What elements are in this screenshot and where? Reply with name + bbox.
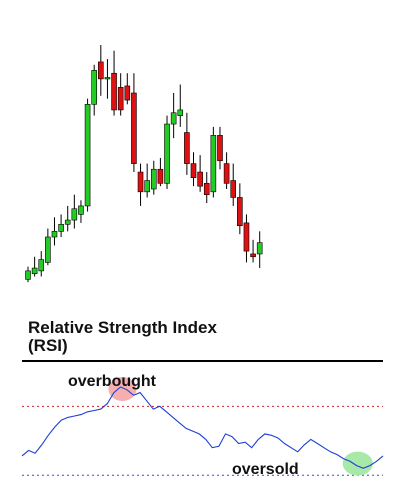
candle bbox=[217, 126, 223, 170]
candle-body-bearish bbox=[250, 253, 256, 258]
candle-body-bullish bbox=[177, 109, 184, 116]
candle bbox=[237, 183, 243, 235]
candle-body-bearish bbox=[111, 72, 117, 111]
candle bbox=[223, 152, 230, 189]
candle bbox=[137, 163, 144, 206]
candle-body-bearish bbox=[203, 183, 210, 195]
candle bbox=[197, 155, 203, 192]
candle bbox=[131, 73, 137, 173]
candle bbox=[78, 200, 84, 223]
oversold-marker bbox=[342, 451, 373, 476]
rsi-title-line-2: (RSI) bbox=[28, 336, 68, 355]
candle-body-bullish bbox=[104, 77, 111, 80]
rsi-title-line-1: Relative Strength Index bbox=[28, 318, 217, 337]
candle-body-bullish bbox=[58, 223, 64, 232]
candle-body-bullish bbox=[45, 236, 51, 263]
candle-body-bearish bbox=[98, 61, 104, 80]
candle bbox=[210, 126, 217, 198]
candle bbox=[91, 64, 97, 116]
candle-body-bearish bbox=[117, 87, 124, 111]
candle-body-bearish bbox=[223, 163, 230, 184]
candle bbox=[58, 214, 64, 237]
candle-body-bearish bbox=[217, 135, 223, 162]
rsi-line bbox=[21, 386, 384, 469]
candle bbox=[104, 59, 111, 99]
candle bbox=[124, 73, 131, 105]
candle-body-bearish bbox=[137, 171, 144, 193]
candle bbox=[150, 160, 157, 195]
candle-body-bullish bbox=[38, 259, 45, 272]
candle bbox=[117, 73, 124, 116]
candle bbox=[243, 214, 250, 263]
candle-body-bullish bbox=[150, 168, 157, 190]
candle-body-bullish bbox=[71, 208, 78, 221]
candle-body-bullish bbox=[64, 219, 71, 225]
candle-body-bullish bbox=[210, 135, 217, 193]
candle bbox=[84, 98, 91, 212]
candle-body-bullish bbox=[91, 70, 97, 105]
candle-body-bullish bbox=[31, 267, 38, 275]
candle-body-bearish bbox=[243, 222, 250, 252]
candle-body-bearish bbox=[124, 85, 131, 101]
candle bbox=[71, 194, 78, 229]
candle-body-bearish bbox=[230, 180, 237, 198]
overbought-marker bbox=[108, 377, 137, 402]
candle-body-bullish bbox=[144, 180, 150, 193]
candle-body-bearish bbox=[190, 163, 197, 179]
candle bbox=[45, 228, 51, 266]
candle-body-bearish bbox=[131, 92, 137, 164]
candle-body-bearish bbox=[184, 132, 190, 164]
candle bbox=[177, 84, 184, 127]
candle-body-bullish bbox=[256, 242, 263, 255]
candle bbox=[230, 163, 237, 206]
candle-body-bullish bbox=[164, 123, 170, 184]
candle bbox=[203, 172, 210, 204]
candle bbox=[51, 217, 58, 246]
rsi-chart bbox=[21, 377, 384, 476]
candle-body-bullish bbox=[170, 112, 177, 125]
candle-body-bullish bbox=[51, 231, 58, 238]
candle bbox=[190, 152, 197, 187]
candle bbox=[250, 239, 256, 263]
oversold-label: oversold bbox=[232, 461, 299, 478]
candle bbox=[98, 45, 104, 96]
candle-body-bullish bbox=[25, 270, 31, 280]
candle-body-bullish bbox=[84, 103, 91, 207]
overbought-label: overbought bbox=[68, 373, 157, 390]
candle bbox=[144, 163, 150, 198]
candlestick-chart bbox=[25, 45, 263, 283]
candle bbox=[31, 256, 38, 277]
candle-body-bullish bbox=[78, 205, 84, 215]
candle bbox=[111, 50, 117, 116]
candle-body-bearish bbox=[197, 171, 203, 187]
candle bbox=[25, 266, 31, 283]
candle bbox=[38, 251, 45, 277]
candle bbox=[256, 231, 263, 269]
candle bbox=[64, 205, 71, 232]
candle bbox=[184, 112, 190, 175]
candle bbox=[170, 93, 177, 139]
candle bbox=[157, 157, 164, 187]
candle-body-bearish bbox=[237, 197, 243, 227]
candle bbox=[164, 115, 170, 189]
candle-body-bearish bbox=[157, 168, 164, 184]
